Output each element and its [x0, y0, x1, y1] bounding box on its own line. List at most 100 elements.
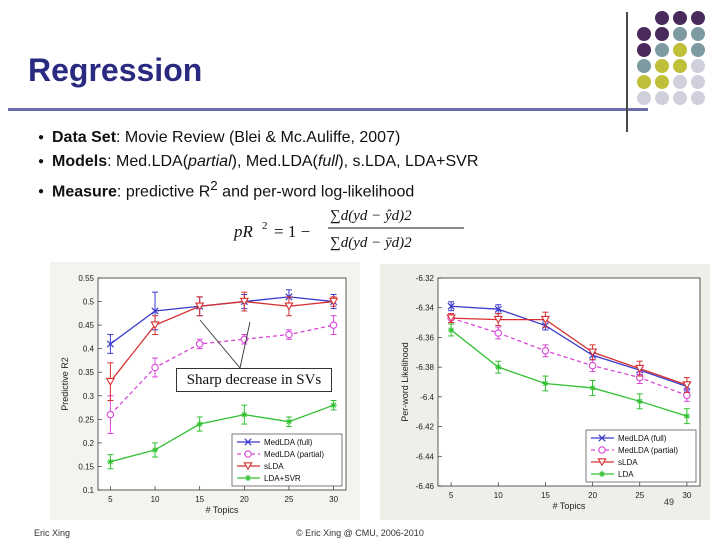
x-tick-label: 5	[449, 491, 454, 500]
footer-author: Eric Xing	[34, 528, 71, 538]
grid-dot	[691, 91, 705, 105]
marker-x	[447, 302, 455, 310]
marker-x	[244, 438, 252, 446]
marker-triangle	[587, 348, 598, 357]
marker-star	[589, 384, 596, 392]
marker-star	[244, 474, 252, 482]
marker-triangle	[635, 364, 645, 373]
bullet-term: Data Set	[52, 129, 117, 147]
marker-circle	[683, 391, 691, 400]
marker-triangle	[682, 381, 692, 390]
grid-dot	[637, 43, 651, 57]
legend-label: sLDA	[264, 462, 284, 471]
marker-triangle	[540, 315, 551, 324]
bullet-text: ), Med.LDA(	[231, 153, 318, 171]
series-line	[450, 329, 688, 417]
x-tick-label: 20	[240, 495, 249, 504]
callout-sharp-decrease: Sharp decrease in SVs	[176, 368, 332, 392]
marker-circle	[541, 347, 550, 355]
marker-star	[285, 418, 293, 425]
x-tick-label: 15	[541, 491, 550, 500]
formula-lhs-sup: 2	[262, 220, 268, 232]
bullet-text: ), s.LDA, LDA+SVR	[338, 153, 479, 171]
y-tick-label: -6.32	[416, 274, 435, 283]
y-axis-label: Per-word Likelihood	[400, 342, 410, 422]
marker-star	[495, 363, 502, 371]
formula-denominator: ∑d(yd − ȳd)2	[330, 235, 412, 251]
bullet-dot-icon: ●	[38, 186, 45, 198]
marker-x	[151, 307, 159, 315]
grid-dot	[673, 59, 687, 73]
bullet-item: ● Models: Med.LDA(partial), Med.LDA(full)…	[38, 150, 478, 174]
legend-box	[231, 433, 343, 487]
marker-star	[542, 380, 549, 387]
marker-circle	[106, 410, 115, 419]
bullet-item: ● Measure: predictive R2 and per-word log…	[38, 174, 478, 201]
chart-panel-2: -6.32 -6.34 -6.36 -6.38 -6.4 -6.42 -6.44 -6.46 5…	[380, 264, 710, 520]
marker-circle	[195, 340, 204, 348]
marker-triangle	[597, 458, 607, 467]
bullet-dot-icon: ●	[38, 156, 45, 167]
marker-star	[196, 420, 203, 428]
grid-dot	[655, 27, 669, 41]
marker-star	[330, 402, 337, 409]
marker-triangle	[239, 297, 249, 306]
series-line	[110, 404, 334, 463]
x-tick-label: 30	[682, 491, 691, 500]
series-lda_svr	[447, 323, 691, 425]
grid-dot	[673, 27, 687, 41]
bullet-item: ● Data Set: Movie Review (Blei & Mc.Aulif…	[38, 126, 478, 150]
series-lda_svr	[107, 399, 337, 470]
bullet-term: Measure	[52, 183, 117, 201]
formula-numerator: ∑d(yd − ŷd)2	[330, 208, 412, 224]
marker-circle	[244, 450, 252, 458]
grid-dot	[691, 11, 705, 25]
marker-x	[494, 305, 502, 313]
formula-equals: = 1 −	[274, 222, 310, 241]
marker-circle	[285, 330, 293, 339]
marker-triangle	[195, 302, 205, 311]
grid-dot	[655, 91, 669, 105]
series-line	[109, 300, 334, 383]
grid-dot	[655, 75, 669, 89]
marker-triangle	[493, 315, 503, 324]
marker-circle	[494, 329, 503, 337]
marker-circle	[329, 321, 338, 329]
y-tick-label: 0.5	[83, 298, 95, 307]
marker-triangle	[284, 302, 294, 311]
grid-dot	[691, 27, 705, 41]
y-tick-label: -6.42	[416, 423, 435, 432]
series-slda	[105, 291, 339, 401]
marker-x	[106, 340, 115, 348]
charts-area: 0.1 0.15 0.2 0.25 0.3 0.35 0.4 0.45 0.5 0.55 5 10 15…	[50, 262, 710, 520]
vertical-divider	[626, 12, 628, 132]
legend-label: MedLDA (partial)	[264, 450, 324, 459]
grid-dot	[655, 43, 669, 57]
grid-dot	[673, 11, 687, 25]
x-tick-label: 10	[494, 491, 503, 500]
callout-pointer	[199, 319, 241, 369]
marker-x	[598, 434, 606, 442]
legend-label: sLDA	[618, 458, 638, 467]
marker-star	[683, 412, 691, 420]
grid-dot	[655, 59, 669, 73]
marker-circle	[588, 361, 597, 370]
grid-dot	[673, 91, 687, 105]
bullet-text: : Med.LDA(	[107, 153, 189, 171]
formula-lhs: pR	[233, 222, 254, 241]
x-tick-label: 30	[329, 495, 338, 504]
grid-dot	[691, 43, 705, 57]
y-axis-label: Predictive R2	[60, 357, 70, 411]
legend-box	[585, 429, 697, 483]
predictive-r2-formula: pR 2 = 1 − ∑d(yd − ŷd)2 ∑d(yd − ȳd)2	[233, 208, 464, 251]
legend-label: MedLDA (partial)	[618, 446, 678, 455]
y-tick-label: -6.34	[416, 304, 435, 313]
page-number: 49	[664, 497, 675, 507]
grid-dot	[673, 75, 687, 89]
marker-star	[447, 326, 455, 334]
marker-star	[241, 411, 248, 418]
marker-star	[636, 398, 643, 405]
callout-pointer	[239, 321, 251, 369]
y-tick-label: 0.45	[78, 321, 94, 330]
marker-star	[107, 458, 114, 465]
